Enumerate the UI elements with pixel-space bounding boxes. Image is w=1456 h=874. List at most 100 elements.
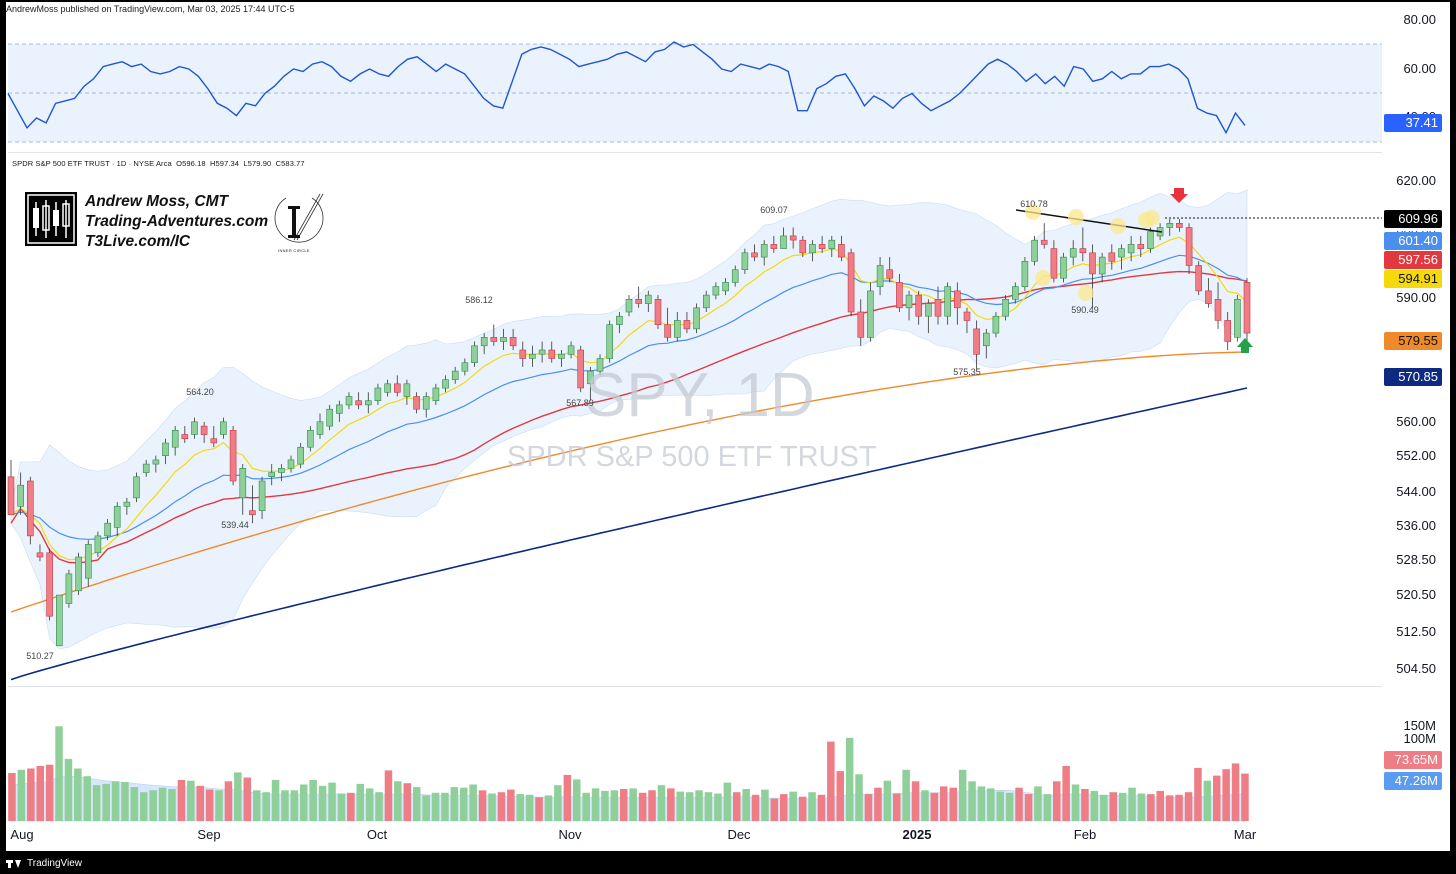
volume-bar: [620, 789, 628, 821]
volume-bar: [27, 768, 35, 821]
volume-bar: [968, 781, 976, 821]
candle-body: [1224, 320, 1231, 342]
volume-bar: [921, 790, 929, 821]
tradingview-footer[interactable]: TradingView: [6, 856, 82, 870]
volume-bar: [384, 770, 393, 821]
volume-bar: [601, 790, 609, 821]
candle-body: [596, 358, 604, 372]
price-axis-label: 504.50: [1396, 661, 1436, 676]
volume-bar: [365, 788, 374, 821]
volume-bar: [676, 791, 684, 821]
price-annotation: 564.20: [186, 387, 214, 397]
candle-body: [55, 594, 63, 647]
candle-body: [384, 383, 391, 393]
candle-body: [85, 544, 92, 579]
price-badge-swing-high: 609.96: [1384, 210, 1442, 228]
volume-bar: [1194, 767, 1202, 821]
volume-bar: [431, 792, 440, 821]
volume-bar: [318, 785, 327, 821]
volume-bar: [949, 787, 957, 821]
candle-body: [152, 459, 160, 465]
volume-bar: [1090, 790, 1099, 821]
price-badge-sma200: 570.85: [1384, 368, 1442, 386]
candle-body: [278, 467, 285, 473]
volume-bar: [36, 766, 44, 821]
candle-body: [490, 336, 498, 342]
volume-bar: [638, 792, 647, 821]
candle-body: [1185, 227, 1193, 266]
volume-bar: [761, 789, 769, 821]
volume-bar: [149, 790, 157, 821]
candle-body: [741, 252, 749, 271]
candle-body: [393, 383, 401, 393]
candle-body: [828, 239, 836, 249]
volume-bar: [1005, 792, 1014, 821]
x-axis-label: Mar: [1233, 827, 1257, 842]
candle-body: [480, 336, 488, 347]
highlight-circle: [1078, 285, 1094, 301]
volume-bar: [554, 785, 562, 821]
price-annotation: 609.07: [760, 205, 788, 215]
volume-bar: [629, 788, 637, 821]
volume-bar: [1024, 794, 1033, 821]
author-branding: Andrew Moss, CMT Trading-Adventures.com …: [25, 192, 268, 252]
volume-bar: [55, 726, 63, 821]
candle-body: [239, 467, 247, 499]
volume-bar: [478, 790, 487, 821]
volume-bar: [102, 783, 110, 821]
volume-bar: [271, 780, 280, 821]
price-annotation: 510.27: [26, 651, 54, 661]
volume-bar: [413, 787, 421, 821]
tradingview-brand: TradingView: [27, 857, 83, 869]
candle-body: [509, 336, 517, 347]
candle-body: [461, 362, 469, 372]
volume-pane-divider: [8, 686, 1382, 687]
candle-body: [1098, 256, 1106, 275]
candle-body: [548, 349, 556, 359]
candle-body: [297, 446, 305, 465]
volume-bar: [855, 774, 863, 821]
volume-bar: [1053, 781, 1061, 821]
volume-bar: [911, 781, 920, 821]
candle-body: [1176, 223, 1183, 228]
volume-bar: [1222, 769, 1230, 821]
volume-bar: [262, 792, 270, 821]
candle-body: [567, 345, 575, 355]
volume-axis-label: 100M: [1403, 731, 1436, 746]
price-badge-sma50: 597.56: [1384, 251, 1442, 269]
rsi-axis-label: 60.00: [1403, 61, 1436, 76]
sma50-line: [10, 270, 1248, 564]
x-axis-label-year: 2025: [902, 827, 932, 842]
volume-bar: [657, 785, 666, 821]
volume-bar: [168, 789, 176, 821]
candle-body: [1234, 298, 1241, 338]
candle-body: [287, 459, 295, 469]
volume-bar: [704, 792, 713, 821]
volume-bar: [74, 768, 82, 821]
highlight-circle: [1068, 209, 1084, 225]
price-badge-sma100: 579.55: [1384, 332, 1442, 350]
x-axis-label: Aug: [10, 827, 34, 842]
volume-bar: [177, 780, 186, 821]
price-annotation: 575.35: [953, 367, 981, 377]
rsi-value-badge: 37.41: [1384, 114, 1442, 132]
candle-body: [712, 286, 720, 296]
close-value: C583.77: [275, 159, 305, 168]
volume-bar: [1062, 766, 1070, 821]
volume-sma-badge: 47.26M: [1384, 772, 1442, 790]
volume-bar: [121, 782, 129, 821]
candle-body: [1214, 298, 1222, 321]
candle-body: [886, 269, 894, 279]
volume-bar: [987, 788, 995, 821]
candle-body: [635, 298, 643, 304]
candle-body: [355, 400, 362, 406]
candle-body: [1050, 248, 1058, 279]
candle-body: [65, 573, 73, 604]
ema21-line: [10, 254, 1248, 540]
candle-body: [722, 282, 729, 292]
volume-bar: [1109, 792, 1117, 821]
candle-body: [364, 400, 372, 406]
candle-body: [606, 324, 614, 359]
volume-bar: [328, 782, 336, 821]
candle-body: [867, 290, 874, 338]
